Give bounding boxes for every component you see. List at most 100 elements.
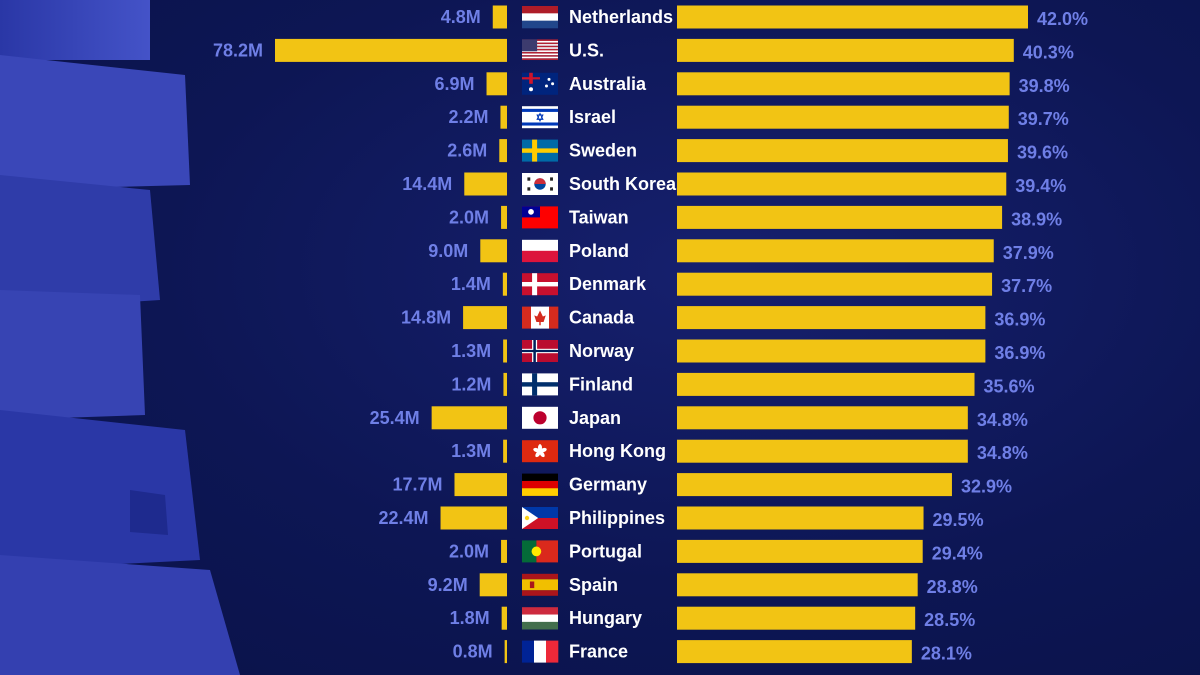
country-label: Israel xyxy=(569,107,616,127)
population-bar xyxy=(500,105,507,129)
population-bar xyxy=(440,506,507,530)
hungary-flag-icon xyxy=(522,607,558,630)
percent-label: 34.8% xyxy=(977,443,1028,463)
chart-row: 17.7M Germany 32.9% xyxy=(392,473,1012,497)
percent-label: 29.4% xyxy=(932,543,983,563)
population-label: 9.0M xyxy=(428,241,468,261)
population-bar xyxy=(501,539,507,563)
percent-bar xyxy=(677,239,994,263)
country-label: Philippines xyxy=(569,508,665,528)
germany-flag-icon xyxy=(522,473,558,496)
percent-label: 40.3% xyxy=(1023,42,1074,62)
country-label: Hungary xyxy=(569,608,642,628)
book-3 xyxy=(0,175,160,310)
country-label: U.S. xyxy=(569,40,604,60)
percent-bar xyxy=(677,306,986,330)
percent-bar xyxy=(677,5,1028,29)
denmark-flag-icon xyxy=(522,273,558,296)
population-bar xyxy=(503,439,507,463)
population-bar xyxy=(480,239,507,263)
percent-label: 35.6% xyxy=(984,376,1035,396)
netherlands-flag-icon xyxy=(522,6,558,29)
country-label: Japan xyxy=(569,408,621,428)
country-label: Spain xyxy=(569,575,618,595)
population-bar xyxy=(503,372,507,396)
book-6 xyxy=(0,555,240,675)
chart-row: 2.2M Israel 39.7% xyxy=(448,105,1069,129)
population-label: 14.4M xyxy=(402,174,452,194)
population-label: 25.4M xyxy=(370,408,420,428)
country-label: South Korea xyxy=(569,174,677,194)
percent-label: 37.9% xyxy=(1003,243,1054,263)
finland-flag-icon xyxy=(522,373,558,396)
south-korea-flag-icon xyxy=(522,173,558,195)
population-bar xyxy=(479,573,507,597)
percent-bar xyxy=(677,38,1014,62)
chart-row: 9.0M Poland 37.9% xyxy=(428,239,1054,263)
chart-row: 0.8M France 28.1% xyxy=(453,640,972,664)
norway-flag-icon xyxy=(522,340,558,362)
chart-row: 2.6M Sweden 39.6% xyxy=(447,139,1068,163)
population-bar xyxy=(486,72,507,96)
chart-row: 1.3M Norway 36.9% xyxy=(451,339,1045,363)
percent-bar xyxy=(677,205,1003,229)
chart-row: 6.9M Australia 39.8% xyxy=(434,72,1070,96)
chart-row: 78.2M U.S. 40.3% xyxy=(213,38,1074,62)
population-bar xyxy=(492,5,507,29)
percent-label: 28.8% xyxy=(927,577,978,597)
population-label: 9.2M xyxy=(428,575,468,595)
population-label: 2.6M xyxy=(447,141,487,161)
population-label: 78.2M xyxy=(213,40,263,60)
population-label: 2.0M xyxy=(449,541,489,561)
country-label: Norway xyxy=(569,341,634,361)
percent-bar xyxy=(677,372,975,396)
hong-kong-flag-icon xyxy=(522,440,558,463)
country-label: France xyxy=(569,642,628,662)
population-bar xyxy=(501,606,507,630)
percent-label: 32.9% xyxy=(961,477,1012,497)
population-label: 2.0M xyxy=(449,207,489,227)
percent-label: 36.9% xyxy=(994,310,1045,330)
population-label: 1.4M xyxy=(451,274,491,294)
book-2 xyxy=(0,55,190,190)
chart-row: 1.4M Denmark 37.7% xyxy=(451,272,1052,296)
percent-label: 29.5% xyxy=(933,510,984,530)
book-stack-illustration xyxy=(0,0,240,675)
book-1 xyxy=(0,0,150,60)
percent-bar xyxy=(677,506,924,530)
population-label: 0.8M xyxy=(453,642,493,662)
usa-flag-icon xyxy=(522,39,558,61)
percent-bar xyxy=(677,172,1007,196)
population-label: 14.8M xyxy=(401,308,451,328)
percent-label: 28.1% xyxy=(921,644,972,664)
percent-label: 28.5% xyxy=(924,610,975,630)
population-label: 1.3M xyxy=(451,441,491,461)
population-label: 1.3M xyxy=(451,341,491,361)
chart-row: 22.4M Philippines 29.5% xyxy=(379,506,984,530)
percent-bar xyxy=(677,105,1009,129)
population-label: 2.2M xyxy=(448,107,488,127)
percent-label: 39.6% xyxy=(1017,143,1068,163)
poland-flag-icon xyxy=(522,239,558,263)
chart-row: 25.4M Japan 34.8% xyxy=(370,406,1028,430)
population-bar xyxy=(463,306,507,330)
chart-row: 1.8M Hungary 28.5% xyxy=(450,606,975,630)
percent-bar xyxy=(677,72,1010,96)
chart-row: 14.4M South Korea 39.4% xyxy=(402,172,1066,196)
country-label: Poland xyxy=(569,241,629,261)
percent-label: 36.9% xyxy=(994,343,1045,363)
taiwan-flag-icon xyxy=(522,206,558,229)
chart-row: 4.8M Netherlands 42.0% xyxy=(441,5,1088,29)
chart-row: 9.2M Spain 28.8% xyxy=(428,573,978,597)
country-label: Hong Kong xyxy=(569,441,666,461)
population-label: 17.7M xyxy=(392,475,442,495)
population-bar xyxy=(275,38,507,62)
percent-label: 37.7% xyxy=(1001,276,1052,296)
france-flag-icon xyxy=(522,640,559,663)
canada-flag-icon xyxy=(522,306,559,329)
country-label: Portugal xyxy=(569,541,642,561)
percent-label: 39.7% xyxy=(1018,109,1069,129)
chart-row: 2.0M Taiwan 38.9% xyxy=(449,205,1062,229)
country-label: Netherlands xyxy=(569,7,673,27)
